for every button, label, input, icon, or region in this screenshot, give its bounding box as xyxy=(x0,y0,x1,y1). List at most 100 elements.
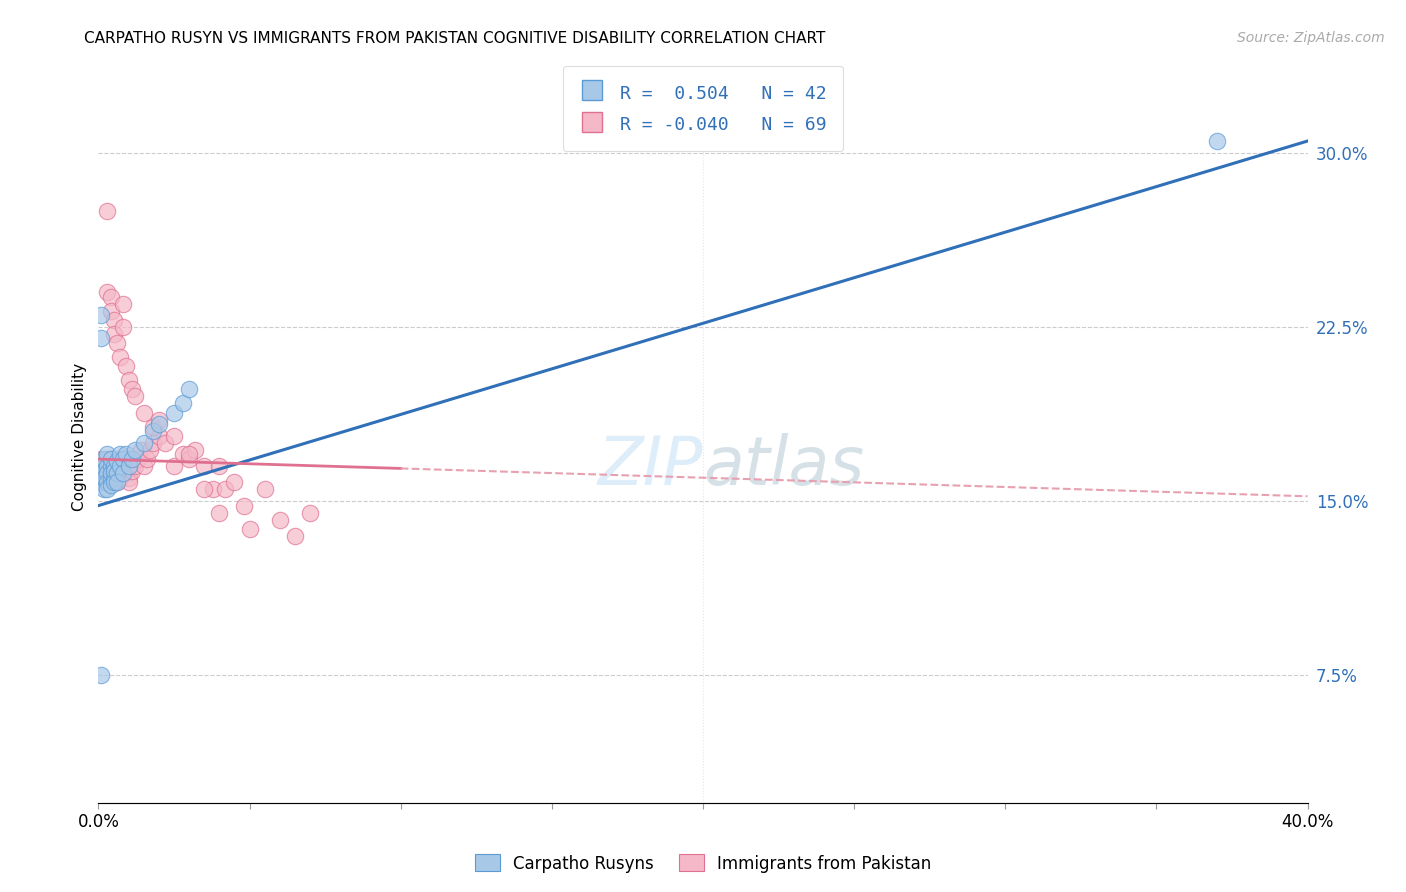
Point xyxy=(108,471,131,485)
Point xyxy=(100,471,122,485)
Point xyxy=(148,412,170,426)
Point xyxy=(90,471,112,485)
Point xyxy=(105,454,128,468)
Point xyxy=(132,406,155,420)
Point xyxy=(193,459,215,474)
Point xyxy=(118,475,141,490)
Point xyxy=(148,417,170,432)
Point xyxy=(111,296,134,310)
Point xyxy=(142,424,165,438)
Point xyxy=(121,464,143,478)
Point xyxy=(111,319,134,334)
Point xyxy=(127,452,149,467)
Point xyxy=(105,466,128,480)
Point xyxy=(124,459,146,474)
Point xyxy=(108,350,131,364)
Point xyxy=(100,466,122,480)
Point xyxy=(93,483,115,497)
Point xyxy=(103,313,125,327)
Point xyxy=(96,475,118,490)
Point xyxy=(103,459,125,474)
Text: CARPATHO RUSYN VS IMMIGRANTS FROM PAKISTAN COGNITIVE DISABILITY CORRELATION CHAR: CARPATHO RUSYN VS IMMIGRANTS FROM PAKIST… xyxy=(84,31,825,46)
Point xyxy=(148,429,170,443)
Point xyxy=(284,529,307,543)
Point xyxy=(90,331,112,345)
Point xyxy=(139,442,162,457)
Point xyxy=(103,459,125,474)
Text: Source: ZipAtlas.com: Source: ZipAtlas.com xyxy=(1237,31,1385,45)
Point xyxy=(111,459,134,474)
Point xyxy=(90,464,112,478)
Point xyxy=(90,452,112,467)
Point xyxy=(96,483,118,497)
Point xyxy=(214,483,236,497)
Point xyxy=(132,459,155,474)
Point xyxy=(163,429,186,443)
Text: ZIP: ZIP xyxy=(598,434,703,500)
Point xyxy=(202,483,225,497)
Point xyxy=(172,396,194,410)
Point xyxy=(105,475,128,490)
Point xyxy=(96,466,118,480)
Legend: R =  0.504   N = 42, R = -0.040   N = 69: R = 0.504 N = 42, R = -0.040 N = 69 xyxy=(562,66,844,152)
Point xyxy=(93,459,115,474)
Point xyxy=(93,471,115,485)
Point xyxy=(90,459,112,474)
Point xyxy=(179,448,201,462)
Point xyxy=(124,389,146,403)
Point xyxy=(108,459,131,474)
Point xyxy=(118,373,141,387)
Point xyxy=(239,522,262,536)
Point xyxy=(232,499,254,513)
Point xyxy=(179,452,201,467)
Point xyxy=(121,452,143,467)
Point xyxy=(108,459,131,474)
Point xyxy=(100,459,122,474)
Point xyxy=(1206,134,1229,148)
Point xyxy=(100,477,122,491)
Text: atlas: atlas xyxy=(703,434,865,500)
Point xyxy=(103,326,125,341)
Point xyxy=(121,383,143,397)
Point xyxy=(96,466,118,480)
Point xyxy=(163,459,186,474)
Point xyxy=(103,464,125,478)
Point xyxy=(124,442,146,457)
Point xyxy=(132,436,155,450)
Point xyxy=(135,452,157,467)
Point xyxy=(153,436,176,450)
Point xyxy=(90,668,112,682)
Point xyxy=(96,203,118,218)
Point xyxy=(172,448,194,462)
Y-axis label: Cognitive Disability: Cognitive Disability xyxy=(72,363,87,511)
Point xyxy=(299,506,322,520)
Point xyxy=(100,459,122,474)
Point xyxy=(103,466,125,480)
Point xyxy=(100,290,122,304)
Point xyxy=(224,475,246,490)
Point xyxy=(90,475,112,490)
Point xyxy=(114,466,136,480)
Point xyxy=(111,452,134,467)
Point xyxy=(111,466,134,480)
Point xyxy=(93,471,115,485)
Point xyxy=(111,464,134,478)
Point xyxy=(118,471,141,485)
Point xyxy=(96,459,118,474)
Point xyxy=(129,442,152,457)
Point xyxy=(103,471,125,485)
Point xyxy=(90,308,112,322)
Point xyxy=(100,471,122,485)
Point xyxy=(100,303,122,318)
Point xyxy=(118,459,141,474)
Point xyxy=(103,475,125,490)
Point xyxy=(184,442,207,457)
Point xyxy=(142,436,165,450)
Point xyxy=(269,512,291,526)
Legend: Carpatho Rusyns, Immigrants from Pakistan: Carpatho Rusyns, Immigrants from Pakista… xyxy=(468,847,938,880)
Point xyxy=(105,475,128,490)
Point xyxy=(100,452,122,467)
Point xyxy=(93,464,115,478)
Point xyxy=(208,459,231,474)
Point xyxy=(96,448,118,462)
